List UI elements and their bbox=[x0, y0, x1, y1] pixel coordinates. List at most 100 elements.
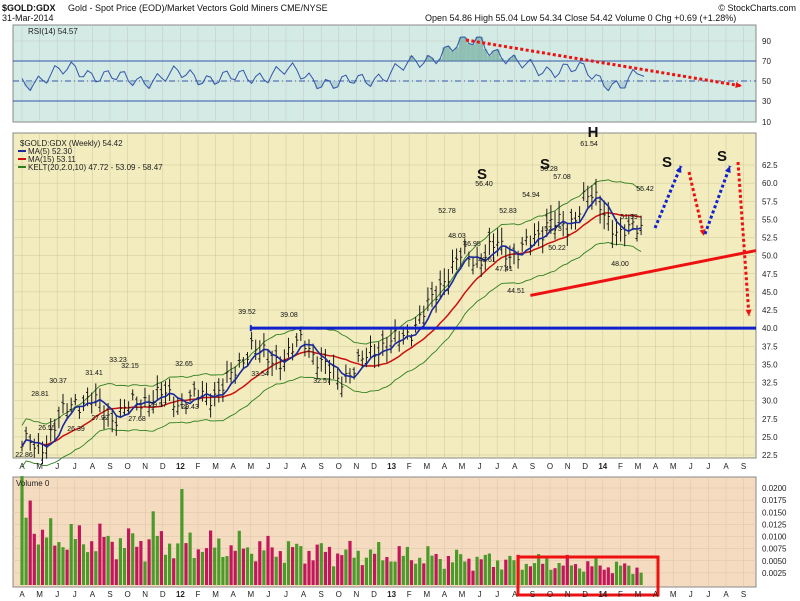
volume-bar bbox=[344, 549, 348, 585]
price-annotation: 56.40 bbox=[475, 181, 493, 188]
price-tick-label: 47.5 bbox=[762, 270, 778, 279]
x-tick-label-top: M bbox=[212, 462, 219, 471]
volume-tick-label: 0.0175 bbox=[762, 496, 787, 505]
volume-bar bbox=[172, 558, 176, 585]
x-tick-label-top: S bbox=[741, 462, 746, 471]
price-annotation: 54.94 bbox=[522, 192, 540, 199]
x-tick-label-bottom: J bbox=[55, 590, 59, 599]
volume-bar bbox=[561, 565, 565, 585]
volume-bar bbox=[348, 540, 352, 585]
volume-bar bbox=[389, 561, 393, 585]
volume-bar bbox=[475, 556, 479, 585]
volume-border bbox=[12, 476, 757, 588]
x-tick-label-top: A bbox=[90, 462, 96, 471]
volume-bar bbox=[90, 541, 94, 585]
price-ticks: 10 62.5 60.0 57.5 55.0 52.5 50.0 47.5 45.0 42.5 40… bbox=[762, 118, 778, 460]
price-tick-label: 50.0 bbox=[762, 252, 778, 261]
price-tick-label: 30.0 bbox=[762, 397, 778, 406]
rsi-label: RSI(14) 54.57 bbox=[28, 27, 78, 36]
price-tick-label: 57.5 bbox=[762, 197, 778, 206]
x-tick-label-bottom: J bbox=[495, 590, 499, 599]
volume-bar bbox=[479, 559, 483, 585]
x-tick-label-top: N bbox=[354, 462, 360, 471]
x-tick-label-top: O bbox=[336, 462, 342, 471]
price-annotation: 32.57 bbox=[313, 378, 331, 385]
price-annotation: 22.86 bbox=[15, 452, 33, 459]
price-annotation: 52.73 bbox=[544, 226, 562, 233]
price-annotation: 33.23 bbox=[109, 357, 127, 364]
neckline-line bbox=[530, 249, 757, 297]
volume-bar bbox=[250, 553, 254, 585]
quote-line: Open 54.86 High 55.04 Low 54.34 Close 54… bbox=[425, 13, 736, 23]
x-tick-label-top: M bbox=[459, 462, 466, 471]
volume-bar bbox=[282, 562, 286, 585]
volume-bar bbox=[77, 525, 81, 585]
price-annotation: 46.95 bbox=[463, 241, 481, 248]
volume-bar bbox=[143, 561, 147, 585]
rsi-tick-label: 70 bbox=[762, 57, 771, 66]
price-legend-ma15: MA(15) 53.11 bbox=[28, 155, 76, 164]
x-tick-label-bottom: M bbox=[423, 590, 430, 599]
volume-bar bbox=[368, 549, 373, 585]
volume-bar bbox=[118, 538, 122, 585]
x-tick-label-top: S bbox=[530, 462, 535, 471]
volume-bar bbox=[315, 544, 319, 585]
volume-bar bbox=[446, 556, 450, 585]
price-annotation: 29.57 bbox=[149, 402, 167, 409]
x-tick-label-top: N bbox=[565, 462, 571, 471]
x-tick-label-bottom: 13 bbox=[387, 590, 396, 599]
x-tick-label-bottom: N bbox=[142, 590, 148, 599]
rsi-downtrend-arrow bbox=[465, 38, 743, 88]
volume-tick-label: 0.0050 bbox=[762, 557, 787, 566]
x-tick-label-bottom: A bbox=[653, 590, 659, 599]
rsi-line bbox=[21, 36, 645, 92]
volume-bar bbox=[459, 554, 463, 585]
volume-bar bbox=[233, 550, 237, 585]
stockcharts-watermark: © StockCharts.com bbox=[718, 3, 796, 13]
volume-bar bbox=[81, 544, 86, 585]
rsi-panel bbox=[13, 25, 756, 122]
volume-bars-group bbox=[20, 476, 643, 585]
x-tick-label-bottom: J bbox=[689, 590, 693, 599]
x-tick-label-bottom: F bbox=[196, 590, 201, 599]
projection-arrow-up-1 bbox=[653, 165, 683, 229]
projection-arrow-up-2 bbox=[703, 165, 732, 235]
price-annotation: 55.42 bbox=[636, 186, 654, 193]
x-tick-label-top: A bbox=[512, 462, 518, 471]
price-annotation: 50.22 bbox=[548, 245, 566, 252]
volume-bar bbox=[61, 547, 65, 585]
projection-arrows bbox=[249, 38, 757, 332]
x-tick-label-top: S bbox=[107, 462, 112, 471]
volume-bar bbox=[364, 557, 368, 585]
volume-bar bbox=[360, 565, 364, 585]
price-tick-label: 40.0 bbox=[762, 324, 778, 333]
x-tick-label-top: D bbox=[371, 462, 377, 471]
volume-bar bbox=[450, 562, 455, 585]
price-annotation: 32.15 bbox=[121, 363, 139, 370]
x-tick-label-bottom: S bbox=[741, 590, 746, 599]
volume-bar bbox=[586, 561, 590, 585]
price-legend-title: $GOLD:GDX (Weekly) 54.42 bbox=[20, 139, 123, 148]
volume-bar bbox=[352, 557, 356, 585]
projection-arrow-up-1-head bbox=[675, 166, 682, 173]
x-tick-label-bottom: A bbox=[442, 590, 448, 599]
price-annotation: 31.41 bbox=[85, 370, 103, 377]
volume-bar bbox=[307, 550, 311, 585]
volume-bar bbox=[496, 560, 500, 585]
x-tick-label-top: M bbox=[36, 462, 43, 471]
volume-bar bbox=[266, 535, 270, 585]
volume-bar bbox=[385, 557, 389, 585]
volume-bar bbox=[270, 547, 274, 585]
volume-bar bbox=[131, 533, 135, 585]
volume-bar bbox=[340, 555, 344, 585]
price-tick-label: 22.5 bbox=[762, 451, 778, 460]
x-tick-label-bottom: 14 bbox=[598, 590, 607, 599]
price-annotation: 39.52 bbox=[238, 309, 256, 316]
volume-bar bbox=[192, 558, 196, 585]
volume-bar bbox=[57, 542, 61, 585]
x-tick-label-top: J bbox=[478, 462, 482, 471]
price-annotation: 26.39 bbox=[67, 426, 85, 433]
price-annotation: 48.00 bbox=[611, 261, 629, 268]
x-tick-label-top: M bbox=[670, 462, 677, 471]
volume-bar bbox=[32, 533, 36, 585]
